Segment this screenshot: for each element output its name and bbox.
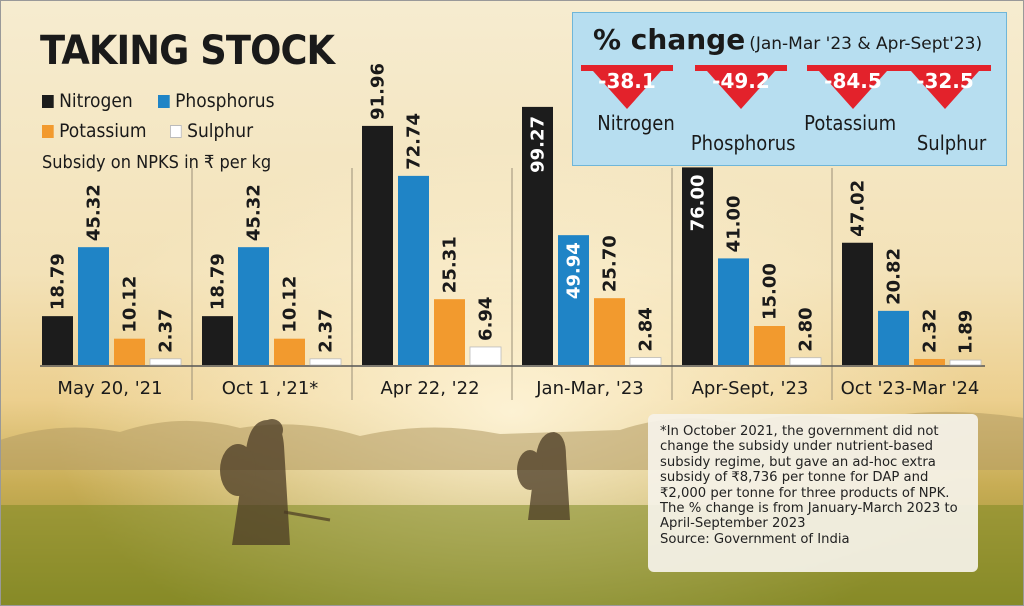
bar-sulphur-1 — [149, 358, 182, 366]
down-arrow-icon — [899, 65, 991, 109]
bar-nitrogen-4 — [522, 106, 553, 365]
pct-value-nitrogen: -38.1 — [598, 69, 656, 93]
value-label-sulphur-4: 2.84 — [636, 307, 657, 351]
value-label-phosphorus-3: 72.74 — [404, 113, 425, 170]
value-label-potassium-6: 2.32 — [920, 309, 941, 353]
value-label-potassium-1: 10.12 — [120, 276, 141, 333]
pct-label-phosphorus: Phosphorus — [690, 131, 796, 155]
footnote-text: *In October 2021, the government did not… — [660, 424, 958, 532]
value-label-potassium-5: 15.00 — [760, 263, 781, 320]
bar-potassium-6 — [914, 358, 945, 365]
value-label-potassium-3: 25.31 — [440, 236, 461, 293]
category-label-4: Jan-Mar, '23 — [535, 378, 644, 399]
down-arrow-icon — [695, 65, 787, 109]
category-label-2: Oct 1 ,'21* — [222, 378, 319, 399]
bar-phosphorus-5 — [718, 258, 749, 365]
bar-phosphorus-1 — [78, 247, 109, 365]
category-label-6: Oct '23-Mar '24 — [841, 378, 980, 399]
value-label-phosphorus-5: 41.00 — [724, 195, 745, 252]
value-label-sulphur-6: 1.89 — [956, 310, 977, 354]
value-label-nitrogen-2: 18.79 — [208, 253, 229, 310]
pct-value-phosphorus: -49.2 — [712, 69, 770, 93]
pct-value-sulphur: -32.5 — [916, 69, 974, 93]
bar-sulphur-6 — [949, 359, 982, 366]
value-label-nitrogen-4: 99.27 — [528, 116, 549, 173]
bar-potassium-1 — [114, 338, 145, 365]
bar-nitrogen-2 — [202, 316, 233, 365]
bar-phosphorus-3 — [398, 175, 429, 365]
chart-subtitle: Subsidy on NPKS in ₹ per kg — [42, 152, 272, 173]
value-label-phosphorus-6: 20.82 — [884, 248, 905, 305]
legend-label-potassium: Potassium — [59, 120, 147, 142]
bar-nitrogen-1 — [42, 316, 73, 365]
bar-sulphur-2 — [309, 358, 342, 366]
bar-potassium-5 — [754, 326, 785, 365]
category-label-5: Apr-Sept, '23 — [692, 378, 809, 399]
percent-change-title: % change — [593, 23, 746, 56]
legend-phosphorus: Phosphorus — [158, 90, 275, 112]
legend-swatch-sulphur — [170, 124, 182, 138]
bar-nitrogen-5 — [682, 167, 713, 365]
pct-arrow-sulphur: -32.5 — [899, 65, 991, 109]
bar-sulphur-4 — [629, 357, 662, 366]
value-label-nitrogen-6: 47.02 — [848, 180, 869, 237]
pct-value-potassium: -84.5 — [824, 69, 882, 93]
down-arrow-icon — [807, 65, 899, 109]
value-label-phosphorus-2: 45.32 — [244, 184, 265, 241]
value-label-nitrogen-1: 18.79 — [48, 253, 69, 310]
bar-potassium-4 — [594, 298, 625, 365]
footnote-box: *In October 2021, the government did not… — [648, 414, 978, 572]
bar-phosphorus-4 — [558, 235, 589, 365]
bar-nitrogen-3 — [362, 125, 393, 366]
value-label-nitrogen-5: 76.00 — [688, 174, 709, 231]
source-text: Source: Government of India — [660, 531, 850, 547]
bar-sulphur-5 — [789, 357, 822, 366]
bar-potassium-2 — [274, 338, 305, 365]
legend-nitrogen: Nitrogen — [42, 90, 133, 112]
value-label-sulphur-5: 2.80 — [796, 307, 817, 351]
percent-change-period: (Jan-Mar '23 & Apr-Sept'23) — [749, 34, 983, 54]
value-label-nitrogen-3: 91.96 — [368, 63, 389, 120]
value-label-sulphur-3: 6.94 — [476, 297, 497, 341]
bar-phosphorus-6 — [878, 310, 909, 365]
legend-swatch-potassium — [42, 124, 54, 138]
down-arrow-icon — [581, 65, 673, 109]
pct-arrow-phosphorus: -49.2 — [695, 65, 787, 109]
pct-label-potassium: Potassium — [804, 111, 897, 135]
legend-label-sulphur: Sulphur — [187, 120, 254, 142]
chart-title: TAKING STOCK — [40, 28, 335, 74]
pct-arrow-nitrogen: -38.1 — [581, 65, 673, 109]
pct-label-sulphur: Sulphur — [916, 131, 987, 155]
value-label-potassium-2: 10.12 — [280, 276, 301, 333]
bar-nitrogen-6 — [842, 242, 873, 365]
value-label-sulphur-1: 2.37 — [156, 308, 177, 352]
pct-arrow-potassium: -84.5 — [807, 65, 899, 109]
category-label-3: Apr 22, '22 — [380, 378, 479, 399]
percent-change-heading: % change (Jan-Mar '23 & Apr-Sept'23) — [593, 23, 982, 56]
bar-phosphorus-2 — [238, 247, 269, 365]
legend-label-phosphorus: Phosphorus — [175, 90, 275, 112]
value-label-sulphur-2: 2.37 — [316, 308, 337, 352]
legend-swatch-phosphorus — [158, 94, 170, 108]
legend-swatch-nitrogen — [42, 94, 54, 108]
pct-label-nitrogen: Nitrogen — [597, 111, 675, 135]
bar-sulphur-3 — [469, 346, 502, 366]
legend-potassium: Potassium — [42, 120, 147, 142]
value-label-potassium-4: 25.70 — [600, 235, 621, 292]
legend-label-nitrogen: Nitrogen — [59, 90, 133, 112]
value-label-phosphorus-1: 45.32 — [84, 184, 105, 241]
percent-change-panel: % change (Jan-Mar '23 & Apr-Sept'23) -38.… — [572, 12, 1007, 166]
value-label-phosphorus-4: 49.94 — [564, 242, 585, 299]
category-label-1: May 20, '21 — [57, 378, 162, 399]
bar-potassium-3 — [434, 299, 465, 365]
legend-sulphur: Sulphur — [170, 120, 253, 142]
